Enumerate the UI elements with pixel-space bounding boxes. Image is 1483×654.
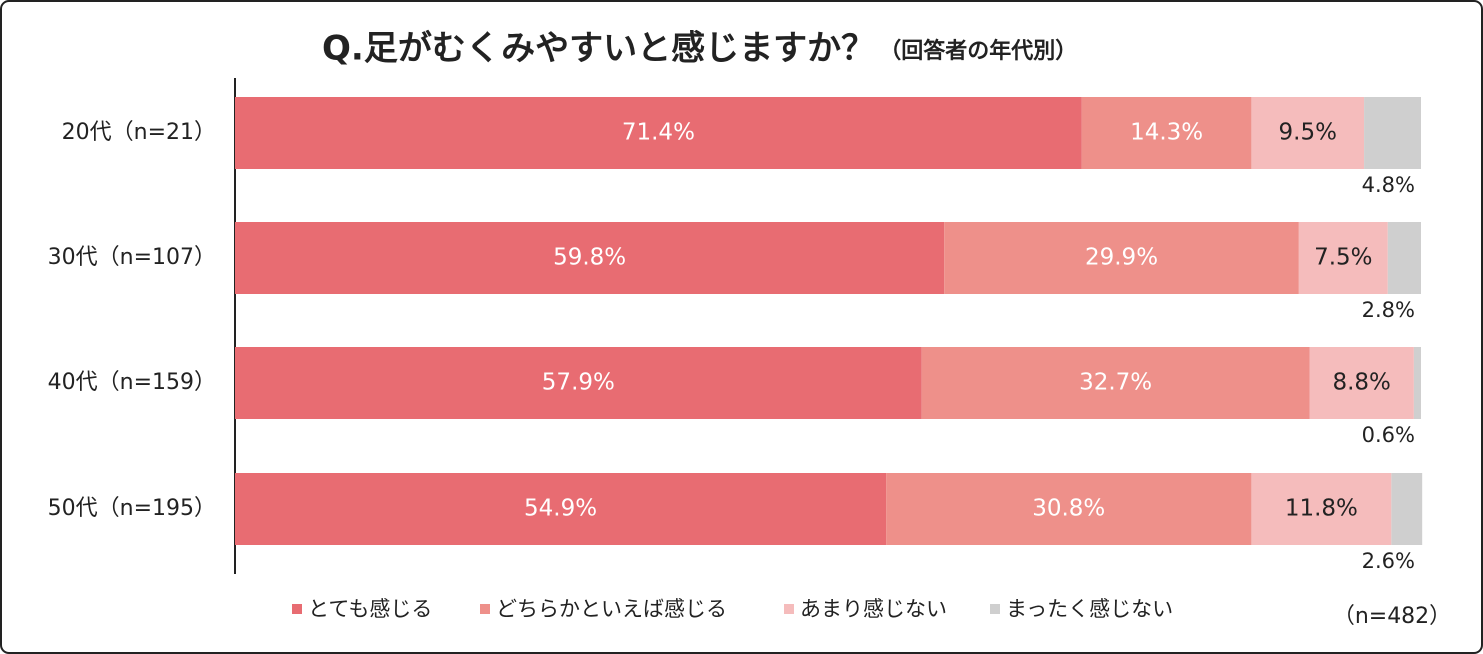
- bar-segment: [235, 473, 887, 545]
- bar-segment: [1391, 473, 1423, 545]
- bar-segment: [235, 222, 945, 294]
- legend-label: どちらかといえば感じる: [496, 597, 727, 621]
- y-tick-label: 20代（n=21）: [62, 120, 216, 145]
- legend-swatch: [990, 604, 1000, 614]
- value-label: 59.8%: [553, 245, 626, 271]
- bar-segment: [886, 473, 1252, 545]
- value-label: 32.7%: [1079, 370, 1152, 396]
- chart-title: Q.足がむくみやすいと感じますか？: [322, 29, 875, 69]
- y-tick-label: 30代（n=107）: [48, 245, 216, 270]
- bar-segment: [235, 97, 1082, 169]
- value-label: 9.5%: [1279, 120, 1337, 146]
- bar-segment: [1309, 347, 1414, 419]
- value-label: 4.8%: [1362, 173, 1415, 197]
- bar-segment: [944, 222, 1299, 294]
- sample-note: （n=482）: [1333, 604, 1451, 629]
- value-label: 54.9%: [524, 496, 597, 522]
- bar-segment: [235, 347, 922, 419]
- bar-segment: [921, 347, 1310, 419]
- y-tick-label: 50代（n=195）: [48, 496, 216, 521]
- value-label: 30.8%: [1032, 496, 1105, 522]
- bar-segment: [1251, 473, 1392, 545]
- value-label: 14.3%: [1130, 120, 1203, 146]
- value-label: 8.8%: [1332, 370, 1390, 396]
- value-label: 29.9%: [1085, 245, 1158, 271]
- legend-label: あまり感じない: [800, 597, 947, 621]
- legend-swatch: [292, 604, 302, 614]
- legend-swatch: [784, 604, 794, 614]
- legend-swatch: [480, 604, 490, 614]
- value-label: 2.8%: [1362, 298, 1415, 322]
- value-label: 11.8%: [1285, 496, 1358, 522]
- value-label: 2.6%: [1362, 549, 1415, 573]
- bar-segment: [1364, 97, 1421, 169]
- bar-segment: [1413, 347, 1421, 419]
- value-label: 0.6%: [1362, 423, 1415, 447]
- bar-segment: [1251, 97, 1365, 169]
- bar-segment: [1081, 97, 1252, 169]
- y-tick-label: 40代（n=159）: [48, 370, 216, 395]
- value-label: 57.9%: [542, 370, 615, 396]
- value-label: 71.4%: [622, 120, 695, 146]
- bar-segment: [1387, 222, 1421, 294]
- bar-segment: [1298, 222, 1388, 294]
- chart-subtitle: （回答者の年代別）: [879, 38, 1077, 64]
- legend-label: まったく感じない: [1006, 597, 1173, 621]
- value-label: 7.5%: [1314, 245, 1372, 271]
- legend-label: とても感じる: [308, 597, 432, 621]
